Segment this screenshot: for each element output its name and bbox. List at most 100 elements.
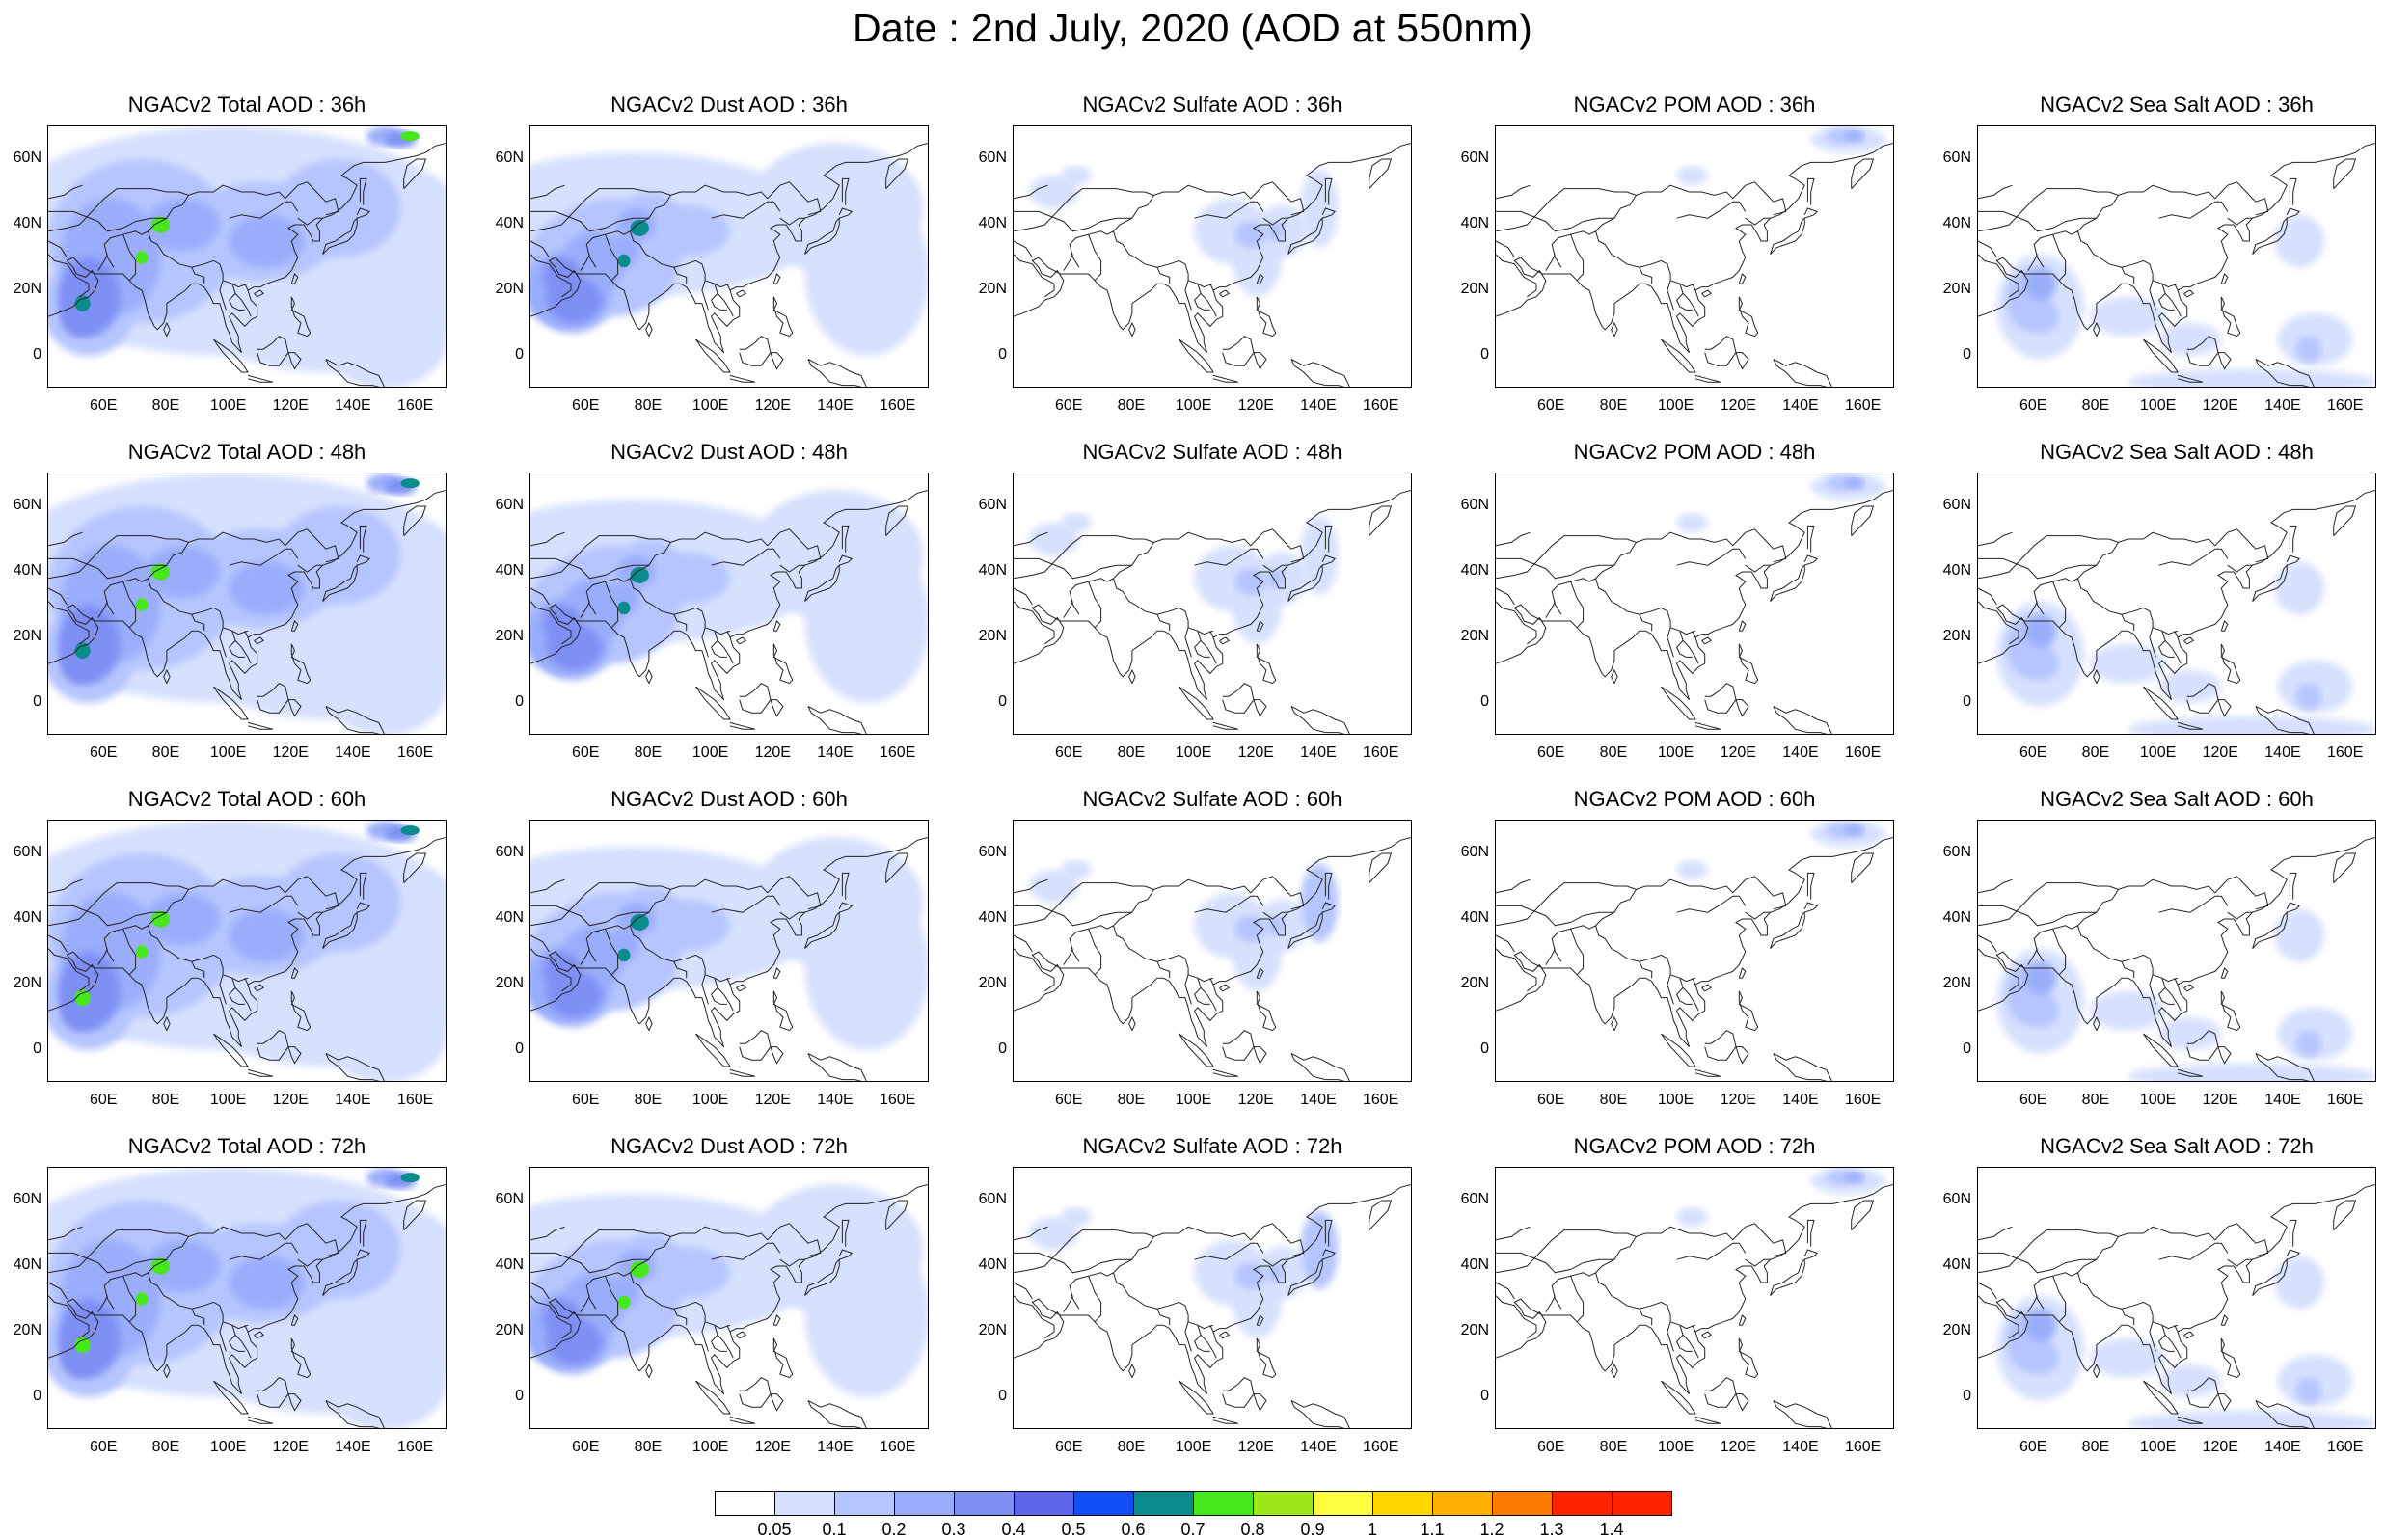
coastline xyxy=(1694,1068,1721,1077)
aod-blob xyxy=(1060,859,1092,880)
lat-tick-label: 40N xyxy=(13,909,41,926)
aod-blob xyxy=(804,192,928,356)
coastline xyxy=(1256,273,1264,284)
map-panel xyxy=(1013,1167,1412,1429)
coastline xyxy=(48,587,68,606)
coastline xyxy=(1551,889,1637,962)
lon-tick-label: 160E xyxy=(879,1092,916,1108)
coastline xyxy=(701,974,709,1005)
coastline xyxy=(2052,581,2067,629)
coastline xyxy=(1496,837,1893,1047)
coastline xyxy=(838,902,853,913)
aod-blob xyxy=(1029,1217,1079,1250)
lat-tick-label: 0 xyxy=(1963,1040,1971,1057)
coastlines xyxy=(1978,837,2375,1081)
coastline xyxy=(605,1276,619,1323)
lat-tick-label: 60N xyxy=(13,844,41,860)
lat-tick-label: 0 xyxy=(33,693,41,710)
lon-tick-label: 60E xyxy=(571,397,600,414)
coastline xyxy=(1851,505,1875,536)
lat-tick-label: 20N xyxy=(1942,281,1971,297)
lon-tick-label: 140E xyxy=(1782,1092,1819,1108)
total-aod-map-48h xyxy=(48,473,446,734)
coastline xyxy=(48,876,339,927)
coastline xyxy=(2186,1029,2219,1061)
coastline xyxy=(148,230,249,288)
coastline xyxy=(148,578,249,635)
coastline xyxy=(1770,216,1805,255)
coastline xyxy=(48,601,90,645)
coastline xyxy=(254,984,265,992)
coastline xyxy=(1194,548,1264,566)
aod-blob xyxy=(229,214,305,268)
coastline xyxy=(1595,578,1696,635)
coastlines xyxy=(1014,1184,1411,1428)
lat-tick-label: 40N xyxy=(1942,1256,1971,1273)
aod-blob xyxy=(1234,568,1266,595)
aod-blob xyxy=(135,1292,149,1306)
coastline xyxy=(2217,1046,2232,1065)
coastline xyxy=(212,338,249,373)
coastline xyxy=(1735,699,1749,717)
colorbar-swatch xyxy=(1372,1491,1433,1516)
colorbar-swatch xyxy=(1612,1491,1672,1516)
coastline xyxy=(1570,1276,1585,1323)
coastline xyxy=(1194,1335,1210,1352)
coastline xyxy=(2033,195,2119,268)
lon-tick-label: 160E xyxy=(396,1439,434,1455)
coastline xyxy=(714,978,734,1012)
lat-tick-label: 20N xyxy=(13,281,41,297)
coastline xyxy=(1253,1046,1267,1065)
coastline xyxy=(1701,1331,1713,1339)
coastline xyxy=(1738,643,1759,685)
coastline xyxy=(2161,1325,2182,1359)
aod-blob xyxy=(1676,859,1708,880)
total-aod-map-72h xyxy=(48,1168,446,1428)
aod-blob xyxy=(400,478,420,489)
aod-shading xyxy=(1676,126,1886,186)
coastline xyxy=(97,254,108,271)
lon-tick-label: 120E xyxy=(1720,1092,1756,1108)
coastline xyxy=(1178,686,1214,720)
coastline xyxy=(287,699,302,717)
coastline xyxy=(673,613,688,632)
lat-tick-label: 20N xyxy=(978,281,1007,297)
coastline xyxy=(1496,1184,1893,1394)
coastline xyxy=(1184,1321,1192,1352)
coastline xyxy=(1667,280,1674,311)
lat-tick-label: 60N xyxy=(978,149,1007,166)
coastline xyxy=(530,528,822,580)
coastline xyxy=(2220,643,2241,685)
coastline xyxy=(1014,1226,1048,1241)
coastline xyxy=(1496,934,1515,953)
coastline xyxy=(1256,990,1277,1032)
coastline xyxy=(1770,1257,1805,1296)
coastline xyxy=(1014,254,1055,298)
coastline xyxy=(103,542,189,615)
coastline xyxy=(2217,699,2232,717)
coastline xyxy=(630,1272,731,1330)
panel-title: NGACv2 Sea Salt AOD : 36h xyxy=(2040,93,2314,117)
coastline xyxy=(1545,948,1556,965)
aod-blob xyxy=(150,216,171,233)
coastline xyxy=(1679,284,1699,317)
coastline xyxy=(729,374,756,383)
coastline xyxy=(1256,620,1264,632)
coastlines xyxy=(1496,1184,1893,1428)
aod-blob xyxy=(630,566,649,583)
aod-blob xyxy=(2090,1337,2166,1378)
lon-tick-label: 120E xyxy=(1237,1092,1274,1108)
coastline xyxy=(1014,1223,1305,1274)
coastline xyxy=(1692,630,1696,638)
coastline xyxy=(726,1324,731,1333)
aod-blob xyxy=(1845,825,1864,836)
coastline xyxy=(1197,978,1217,1012)
lat-tick-label: 40N xyxy=(978,215,1007,231)
coastline xyxy=(1611,321,1618,337)
coastline xyxy=(148,925,249,983)
lon-tick-label: 100E xyxy=(209,1092,247,1108)
lat-tick-label: 0 xyxy=(998,1040,1007,1057)
coastline xyxy=(1496,181,1787,232)
coastline xyxy=(2158,201,2229,219)
coastline xyxy=(2177,1416,2204,1424)
